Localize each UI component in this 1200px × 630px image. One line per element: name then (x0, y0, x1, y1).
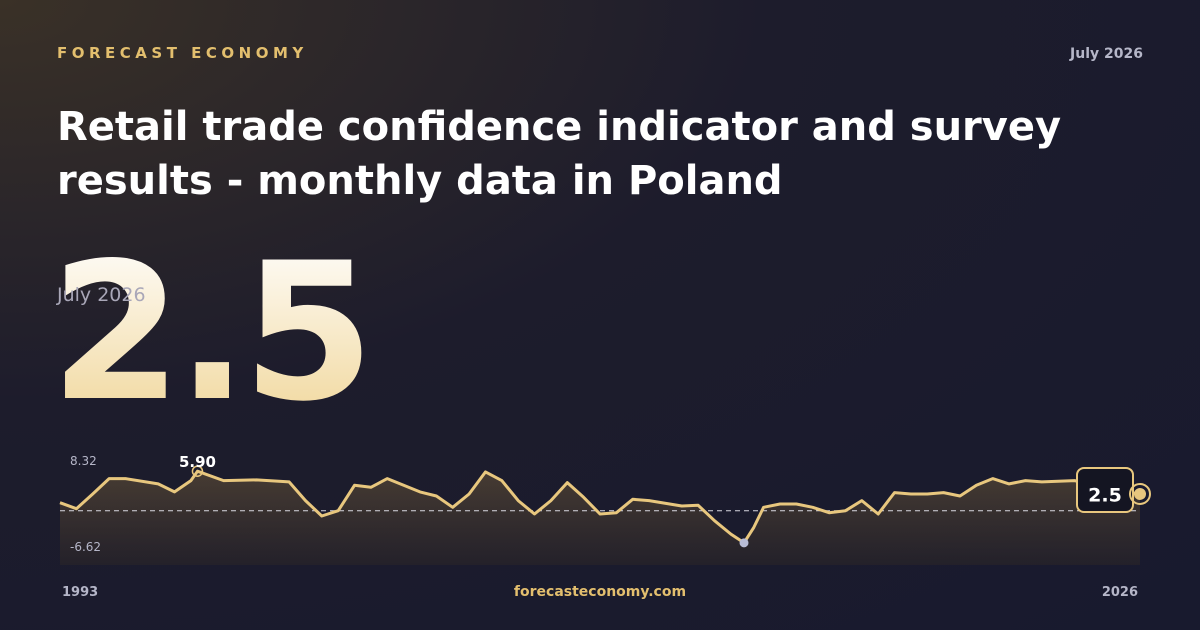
end-point (1134, 487, 1146, 500)
footer: forecasteconomy.com (514, 584, 686, 600)
peak-point (191, 465, 204, 477)
latest-date: July 2026 (57, 284, 146, 306)
min-point (739, 538, 749, 548)
end-label: 2.5 (1088, 484, 1122, 506)
y-tick-label: -6.62 (70, 540, 101, 554)
brand: FORECAST ECONOMY (57, 44, 308, 62)
peak-label: 5.90 (179, 453, 216, 471)
line (59, 469, 1141, 545)
date: July 2026 (1070, 46, 1143, 62)
x-tick-label: 1993 (62, 585, 98, 600)
end-label-box (1076, 466, 1134, 513)
y-tick-label: 8.32 (70, 454, 97, 468)
x-tick-label: 2026 (1102, 585, 1138, 600)
area (60, 471, 1140, 565)
chart-title: Retail trade confidence indicator and su… (57, 104, 1062, 204)
end-ring (1129, 482, 1151, 505)
latest-value: 2.5 (50, 222, 375, 443)
